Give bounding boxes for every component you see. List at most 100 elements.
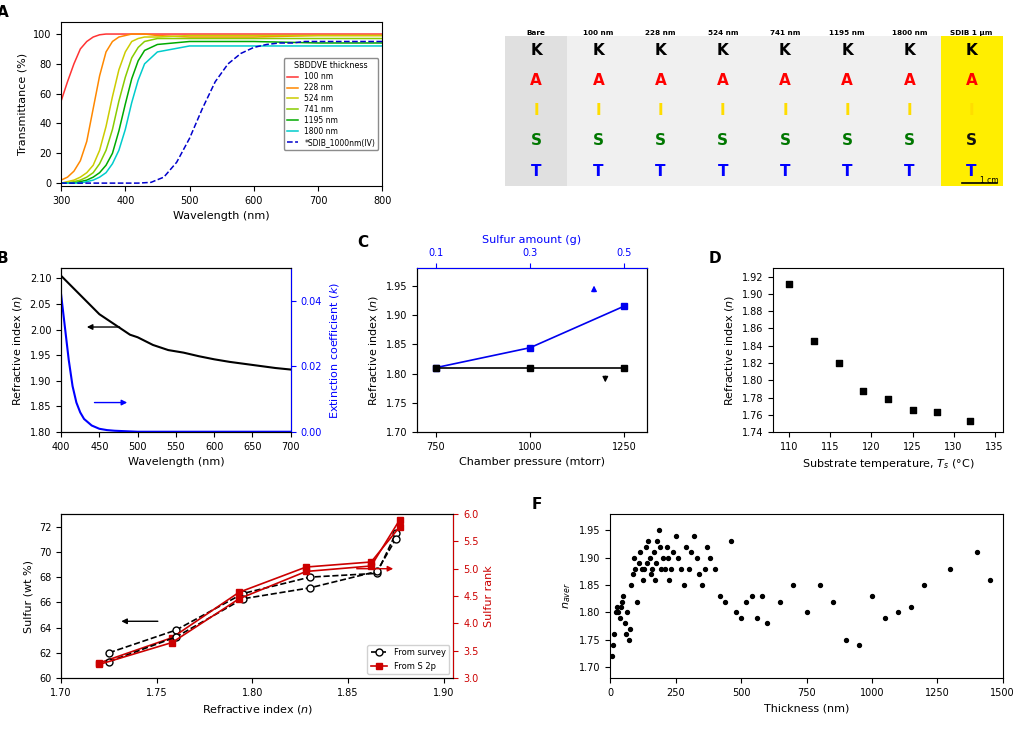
- 228 nm: [152, 31, 164, 40]
- Point: [696, 563, 713, 575]
- 1195 nm: [132, 57, 145, 66]
- X-axis label: Thickness (nm): Thickness (nm): [764, 703, 849, 713]
- Point: [624, 568, 640, 580]
- 100 nm: [94, 30, 106, 39]
- Point: [759, 618, 776, 629]
- Text: B: B: [0, 251, 8, 266]
- 1195 nm: [55, 178, 67, 187]
- Point: [633, 563, 649, 575]
- Point: [636, 563, 653, 575]
- 741 nm: [113, 97, 125, 105]
- Text: C: C: [357, 235, 369, 250]
- Line: 1195 nm: 1195 nm: [61, 41, 382, 183]
- Point: [646, 573, 663, 585]
- Text: S: S: [592, 133, 604, 148]
- Point: [855, 385, 871, 397]
- Text: A: A: [966, 74, 977, 88]
- 1195 nm: [113, 127, 125, 136]
- Bar: [816, 36, 879, 186]
- 100 nm: [74, 44, 87, 53]
- Point: [728, 607, 744, 618]
- 100 nm: [106, 29, 118, 38]
- 228 nm: [376, 31, 388, 40]
- Point: [701, 552, 718, 564]
- Point: [641, 552, 658, 564]
- 741 nm: [88, 168, 100, 177]
- Text: K: K: [904, 43, 915, 58]
- Point: [929, 406, 946, 418]
- 1800 nm: [100, 168, 112, 177]
- 228 nm: [80, 137, 93, 146]
- 741 nm: [125, 54, 137, 63]
- 228 nm: [183, 32, 195, 41]
- 1195 nm: [152, 40, 164, 49]
- Point: [605, 640, 621, 652]
- 741 nm: [152, 34, 164, 43]
- Point: [615, 590, 631, 602]
- 1800 nm: [312, 41, 324, 50]
- Point: [665, 546, 681, 558]
- 524 nm: [113, 66, 125, 74]
- Text: A: A: [717, 74, 729, 88]
- Point: [743, 590, 759, 602]
- Point: [621, 634, 637, 646]
- Text: A: A: [841, 74, 853, 88]
- Point: [627, 563, 643, 575]
- 228 nm: [132, 29, 145, 38]
- Y-axis label: Refractive index ($n$): Refractive index ($n$): [11, 294, 24, 406]
- Y-axis label: Refractive index ($n$): Refractive index ($n$): [723, 294, 736, 406]
- Legend: From survey, From S 2p: From survey, From S 2p: [367, 645, 449, 674]
- Text: T: T: [656, 164, 666, 178]
- Text: K: K: [717, 43, 729, 58]
- Y-axis label: Refractive index ($n$): Refractive index ($n$): [367, 294, 380, 406]
- 228 nm: [312, 31, 324, 40]
- Text: K: K: [779, 43, 791, 58]
- Point: [670, 552, 686, 564]
- Point: [738, 595, 754, 607]
- Point: [673, 563, 689, 575]
- 524 nm: [119, 47, 131, 56]
- 100 nm: [183, 29, 195, 38]
- Point: [609, 601, 625, 613]
- Text: A: A: [530, 74, 542, 88]
- Point: [632, 546, 648, 558]
- Text: A: A: [904, 74, 915, 88]
- Point: [654, 563, 670, 575]
- 100 nm: [110, 29, 122, 38]
- Point: [649, 536, 666, 548]
- 1800 nm: [88, 175, 100, 184]
- Bar: [691, 36, 754, 186]
- 100 nm: [100, 29, 112, 38]
- 1800 nm: [55, 178, 67, 187]
- Point: [782, 278, 798, 290]
- 524 nm: [312, 31, 324, 40]
- 1800 nm: [94, 172, 106, 181]
- Line: 741 nm: 741 nm: [61, 38, 382, 183]
- 1800 nm: [74, 178, 87, 187]
- Point: [655, 552, 671, 564]
- Point: [613, 601, 629, 613]
- 1195 nm: [106, 149, 118, 158]
- Point: [637, 541, 654, 553]
- 100 nm: [113, 29, 125, 38]
- 1800 nm: [119, 125, 131, 134]
- 228 nm: [113, 32, 125, 41]
- Y-axis label: Sulfur (wt %): Sulfur (wt %): [23, 559, 34, 632]
- 741 nm: [376, 34, 388, 43]
- 100 nm: [61, 77, 73, 86]
- Line: 524 nm: 524 nm: [61, 35, 382, 183]
- Point: [640, 536, 657, 548]
- X-axis label: Refractive index ($n$): Refractive index ($n$): [202, 703, 313, 716]
- Text: S: S: [904, 133, 915, 148]
- Point: [981, 573, 998, 585]
- Text: I: I: [782, 103, 788, 119]
- 524 nm: [132, 34, 145, 43]
- Point: [631, 557, 647, 569]
- 741 nm: [132, 43, 145, 52]
- 1800 nm: [138, 60, 151, 69]
- Point: [851, 640, 867, 652]
- Point: [645, 546, 662, 558]
- Point: [831, 357, 847, 369]
- 1195 nm: [80, 175, 93, 184]
- Text: SDIB 1 μm: SDIB 1 μm: [951, 30, 993, 36]
